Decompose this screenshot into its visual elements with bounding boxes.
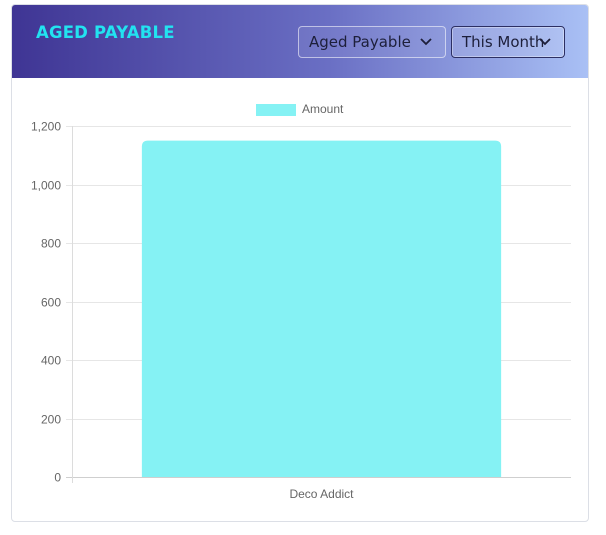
y-tick-label: 600 bbox=[41, 296, 61, 310]
y-tick-label: 200 bbox=[41, 413, 61, 427]
y-tick-label: 1,200 bbox=[31, 120, 61, 134]
legend-swatch bbox=[256, 104, 296, 116]
report-type-value: Aged Payable bbox=[309, 33, 411, 51]
y-tick-label: 1,000 bbox=[31, 179, 61, 193]
card-title: AGED PAYABLE bbox=[36, 23, 175, 42]
period-value: This Month bbox=[462, 33, 545, 51]
chevron-down-icon bbox=[420, 38, 432, 46]
y-tick-label: 400 bbox=[41, 354, 61, 368]
report-type-select[interactable]: Aged Payable bbox=[298, 26, 446, 58]
chevron-down-icon bbox=[539, 38, 551, 46]
bar-deco-addict bbox=[141, 140, 502, 477]
y-tick-label: 800 bbox=[41, 237, 61, 251]
y-tick-label: 0 bbox=[54, 471, 61, 485]
period-select[interactable]: This Month bbox=[451, 26, 565, 58]
card-header: AGED PAYABLE Aged Payable This Month bbox=[12, 5, 588, 78]
legend-label: Amount bbox=[302, 102, 344, 116]
x-tick-label: Deco Addict bbox=[289, 487, 354, 501]
